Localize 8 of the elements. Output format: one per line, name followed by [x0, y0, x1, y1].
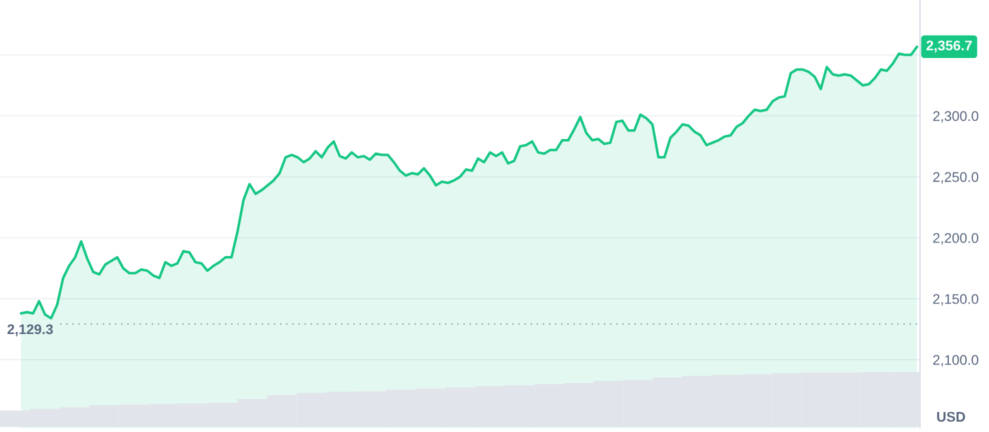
text: 2,356.7 — [926, 40, 972, 52]
ref-line-label: 2,129.3 — [7, 324, 53, 336]
y-tick-label: 2,100.0 — [933, 355, 978, 367]
y-axis-title: USD — [937, 412, 966, 422]
y-tick-label: 2,250.0 — [933, 172, 978, 184]
y-tick-label: 2,150.0 — [933, 294, 978, 306]
y-tick-label: 2,300.0 — [933, 111, 978, 123]
y-tick-label: 2,200.0 — [933, 233, 978, 245]
